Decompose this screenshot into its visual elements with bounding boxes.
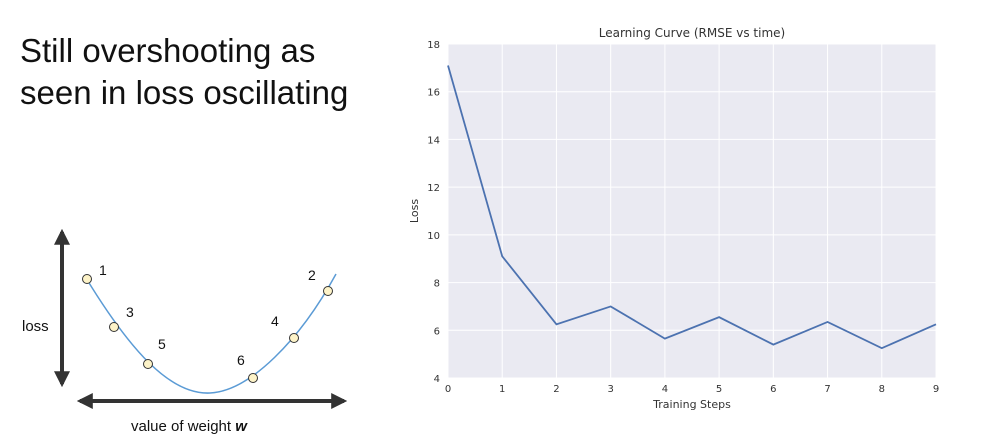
x-tick-label: 2 bbox=[553, 384, 559, 395]
step-point-label: 6 bbox=[237, 352, 245, 368]
y-tick-labels: 4 6 8 10 12 14 16 18 bbox=[427, 40, 440, 385]
slide-title: Still overshooting as seen in loss oscil… bbox=[20, 30, 400, 114]
x-tick-label: 4 bbox=[662, 384, 668, 395]
loss-curve bbox=[85, 273, 337, 394]
step-points: 1 2 3 4 5 6 bbox=[82, 262, 333, 383]
slide-title-line-1: Still overshooting as bbox=[20, 32, 316, 69]
x-axis-label: Training Steps bbox=[652, 398, 731, 411]
y-tick-label: 10 bbox=[427, 231, 440, 242]
x-tick-label: 6 bbox=[770, 384, 776, 395]
step-point-label: 3 bbox=[126, 304, 134, 320]
x-tick-label: 0 bbox=[445, 384, 451, 395]
step-point-marker bbox=[109, 322, 119, 332]
chart-title: Learning Curve (RMSE vs time) bbox=[599, 26, 785, 40]
step-point-label: 1 bbox=[99, 262, 107, 278]
plot-background bbox=[448, 44, 936, 378]
step-point-marker bbox=[82, 274, 92, 284]
weight-axis-label-prefix: value of weight bbox=[131, 418, 235, 435]
loss-series-line bbox=[447, 65, 937, 350]
y-tick-label: 8 bbox=[434, 279, 440, 290]
x-tick-label: 1 bbox=[499, 384, 505, 395]
weight-axis-label: value of weight w bbox=[131, 418, 248, 435]
weight-axis-label-variable: w bbox=[235, 418, 248, 435]
y-tick-label: 12 bbox=[427, 183, 440, 194]
grid bbox=[447, 43, 937, 379]
step-point-label: 4 bbox=[271, 313, 279, 329]
step-point-label: 5 bbox=[158, 336, 166, 352]
y-tick-label: 16 bbox=[427, 88, 440, 99]
step-point-marker bbox=[143, 359, 153, 369]
y-tick-label: 18 bbox=[427, 40, 440, 51]
x-tick-label: 8 bbox=[879, 384, 885, 395]
x-tick-label: 7 bbox=[824, 384, 830, 395]
x-tick-label: 3 bbox=[607, 384, 613, 395]
step-point-marker bbox=[323, 286, 333, 296]
loss-axis-label: loss bbox=[22, 318, 49, 335]
x-tick-label: 5 bbox=[716, 384, 722, 395]
x-tick-label: 9 bbox=[933, 384, 939, 395]
x-tick-labels: 0 1 2 3 4 5 6 7 8 9 bbox=[445, 384, 939, 395]
slide-title-line-2: seen in loss oscillating bbox=[20, 74, 349, 111]
step-point-marker bbox=[248, 373, 258, 383]
step-point-marker bbox=[289, 333, 299, 343]
y-axis-label: Loss bbox=[408, 199, 421, 223]
y-tick-label: 6 bbox=[434, 326, 440, 337]
step-point-label: 2 bbox=[308, 267, 316, 283]
gradient-descent-diagram: loss value of weight w 1 2 3 4 5 6 bbox=[22, 228, 348, 435]
y-tick-label: 4 bbox=[434, 374, 440, 385]
y-tick-label: 14 bbox=[427, 135, 440, 146]
